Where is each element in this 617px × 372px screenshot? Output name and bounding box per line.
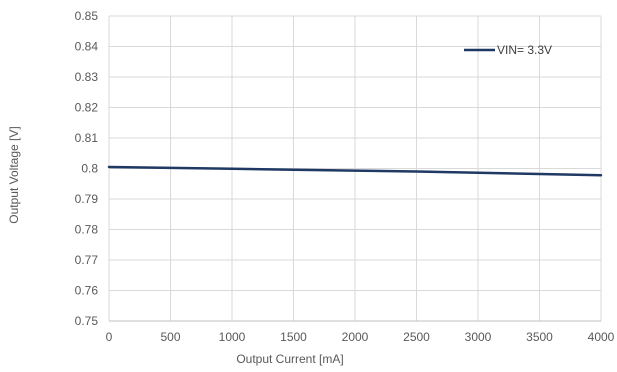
y-tick-label: 0.76 bbox=[75, 284, 99, 298]
y-tick-label: 0.85 bbox=[75, 9, 99, 23]
y-tick-labels: 0.85 0.84 0.83 0.82 0.81 0.8 0.79 0.78 0.77 0.76 0… bbox=[75, 9, 99, 328]
x-tick-label: 3500 bbox=[526, 330, 553, 344]
x-tick-label: 500 bbox=[160, 330, 180, 344]
y-tick-label: 0.82 bbox=[75, 101, 99, 115]
x-tick-label: 0 bbox=[106, 330, 113, 344]
y-tick-label: 0.81 bbox=[75, 131, 99, 145]
y-tick-label: 0.77 bbox=[75, 253, 99, 267]
legend: VIN= 3.3V bbox=[464, 43, 552, 57]
x-tick-label: 1500 bbox=[280, 330, 307, 344]
x-tick-label: 4000 bbox=[588, 330, 615, 344]
x-tick-labels: 0 500 1000 1500 2000 2500 3000 3500 4000 bbox=[106, 330, 615, 344]
y-tick-label: 0.78 bbox=[75, 223, 99, 237]
x-tick-label: 1000 bbox=[219, 330, 246, 344]
x-tick-label: 2500 bbox=[403, 330, 430, 344]
y-axis-title: Output Voltage [V] bbox=[7, 126, 21, 223]
legend-label: VIN= 3.3V bbox=[497, 43, 552, 57]
x-axis-title: Output Current [mA] bbox=[236, 352, 343, 366]
y-tick-label: 0.8 bbox=[81, 162, 98, 176]
series-line-vin-3-3v bbox=[107, 165, 603, 177]
y-tick-label: 0.75 bbox=[75, 314, 99, 328]
x-tick-label: 2000 bbox=[342, 330, 369, 344]
x-tick-label: 3000 bbox=[465, 330, 492, 344]
series-layer bbox=[107, 165, 603, 177]
y-tick-label: 0.83 bbox=[75, 70, 99, 84]
y-tick-label: 0.84 bbox=[75, 40, 99, 54]
y-tick-label: 0.79 bbox=[75, 192, 99, 206]
